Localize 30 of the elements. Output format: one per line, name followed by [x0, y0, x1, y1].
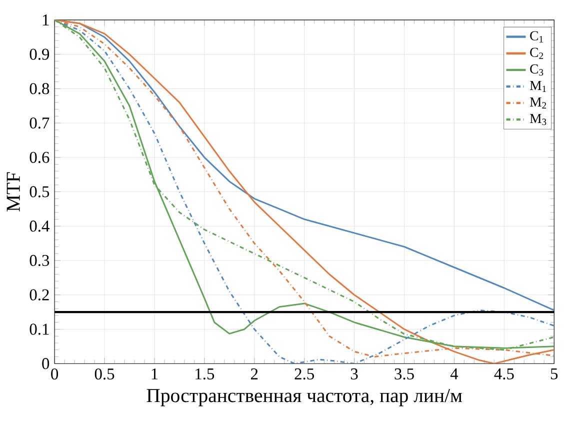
x-tick-label: 3.5	[394, 368, 414, 380]
legend-label: C$_{3}$	[530, 64, 544, 76]
x-tick-label: 1.5	[196, 368, 214, 380]
y-tick-label: 0.6	[30, 152, 50, 163]
legend-label: M$_{3}$	[530, 114, 546, 126]
y-tick-label: 0.2	[30, 289, 49, 300]
x-tick-label: 5	[550, 368, 558, 380]
x-tick-label: 0	[51, 368, 58, 380]
y-axis-title: MTF	[6, 172, 20, 212]
y-tick-label: 0.4	[30, 220, 50, 232]
x-tick-label: 3	[350, 368, 358, 380]
x-tick-label: 1	[152, 368, 158, 380]
y-tick-label: 0.1	[30, 324, 49, 335]
y-tick-label: 0.3	[30, 254, 50, 266]
y-tick-label: 0.7	[30, 117, 50, 129]
legend-label: C$_{2}$	[530, 48, 543, 59]
x-tick-label: 0.5	[94, 368, 114, 380]
x-tick-label: 2	[251, 368, 258, 380]
x-tick-label: 4	[450, 368, 458, 380]
y-tick-label: 0	[42, 358, 50, 370]
y-tick-label: 0.5	[30, 186, 50, 198]
legend-label: M$_{1}$	[530, 80, 546, 92]
y-tick-label: 0.9	[30, 48, 50, 60]
legend-label: M$_{2}$	[530, 97, 546, 108]
x-tick-label: 4.5	[494, 368, 514, 380]
y-tick-label: 0.8	[30, 83, 50, 94]
x-axis-title: Пространственная частота, пар лин/м	[146, 388, 462, 406]
legend-label: C$_{1}$	[530, 31, 543, 42]
x-tick-label: 2.5	[294, 368, 314, 380]
y-tick-label: 1	[42, 14, 49, 26]
